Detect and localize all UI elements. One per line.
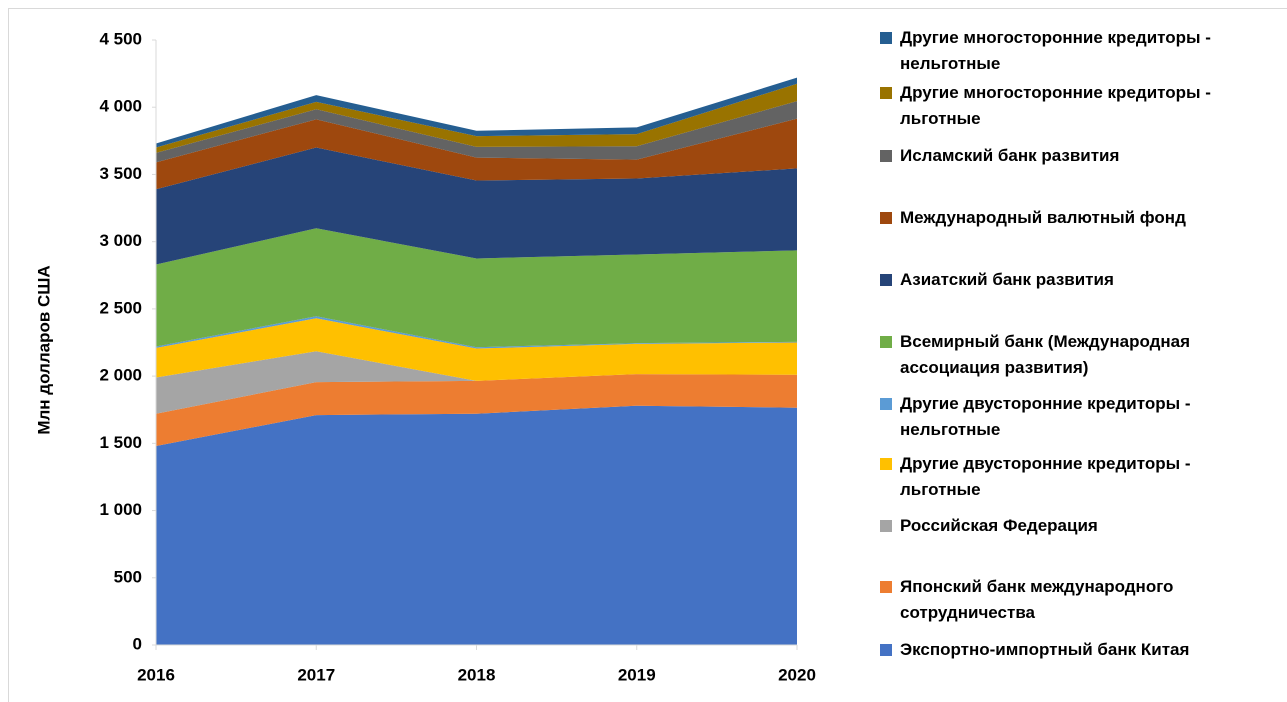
area xyxy=(156,147,797,265)
legend-label: Азиатский банк развития xyxy=(900,270,1114,289)
y-tick-label: 500 xyxy=(114,567,142,586)
legend-item: Всемирный банк (Международная ассоциация… xyxy=(880,329,1280,381)
area xyxy=(156,101,797,163)
area xyxy=(156,77,797,148)
legend-item: Другие двусторонние кредиторы - нельготн… xyxy=(880,391,1280,443)
y-tick-label: 0 xyxy=(133,634,142,653)
area xyxy=(156,228,797,348)
x-tick-label: 2017 xyxy=(297,665,335,684)
y-tick-label: 4 000 xyxy=(99,97,142,116)
x-tick-label: 2018 xyxy=(458,665,496,684)
legend-item: Международный валютный фонд xyxy=(880,205,1280,231)
y-tick-label: 1 000 xyxy=(99,500,142,519)
area xyxy=(156,351,797,414)
y-tick-label: 2 000 xyxy=(99,366,142,385)
legend-item: Другие многосторонние кредиторы - льготн… xyxy=(880,80,1280,132)
legend-swatch xyxy=(880,336,892,348)
area xyxy=(156,83,797,153)
legend-swatch xyxy=(880,274,892,286)
chart-border xyxy=(8,8,1287,702)
legend-swatch xyxy=(880,458,892,470)
area xyxy=(156,118,797,190)
legend-item: Экспортно-импортный банк Китая xyxy=(880,637,1280,663)
y-axis-label: Млн долларов США xyxy=(34,265,53,434)
area xyxy=(156,318,797,381)
legend-item: Другие двусторонние кредиторы - льготные xyxy=(880,451,1280,503)
areas xyxy=(156,77,797,645)
legend-label: Другие двусторонние кредиторы - льготные xyxy=(900,454,1191,499)
legend-swatch xyxy=(880,212,892,224)
x-tick-label: 2019 xyxy=(618,665,656,684)
legend-swatch xyxy=(880,644,892,656)
x-tick-label: 2016 xyxy=(137,665,175,684)
legend-label: Исламский банк развития xyxy=(900,146,1120,165)
legend-item: Исламский банк развития xyxy=(880,143,1280,169)
area xyxy=(156,374,797,447)
area xyxy=(156,405,797,645)
legend-label: Всемирный банк (Международная ассоциация… xyxy=(900,332,1191,377)
y-tick-label: 3 000 xyxy=(99,231,142,250)
legend-item: Азиатский банк развития xyxy=(880,267,1280,293)
legend-label: Международный валютный фонд xyxy=(900,208,1186,227)
legend-label: Другие многосторонние кредиторы - нельго… xyxy=(900,28,1211,73)
legend-label: Российская Федерация xyxy=(900,516,1098,535)
legend-item: Другие многосторонние кредиторы - нельго… xyxy=(880,25,1280,77)
y-tick-label: 2 500 xyxy=(99,298,142,317)
legend-label: Другие двусторонние кредиторы - нельготн… xyxy=(900,394,1191,439)
legend-swatch xyxy=(880,398,892,410)
legend-swatch xyxy=(880,581,892,593)
y-tick-label: 1 500 xyxy=(99,433,142,452)
legend-item: Российская Федерация xyxy=(880,513,1280,539)
y-tick-label: 3 500 xyxy=(99,164,142,183)
legend-label: Другие многосторонние кредиторы - льготн… xyxy=(900,83,1211,128)
legend-item: Японский банк международного сотрудничес… xyxy=(880,574,1280,626)
legend-swatch xyxy=(880,520,892,532)
legend-label: Экспортно-импортный банк Китая xyxy=(900,640,1190,659)
y-tick-label: 4 500 xyxy=(99,29,142,48)
legend-swatch xyxy=(880,87,892,99)
legend-label: Японский банк международного сотрудничес… xyxy=(900,577,1174,622)
x-tick-label: 2020 xyxy=(778,665,816,684)
legend-swatch xyxy=(880,150,892,162)
legend-swatch xyxy=(880,32,892,44)
